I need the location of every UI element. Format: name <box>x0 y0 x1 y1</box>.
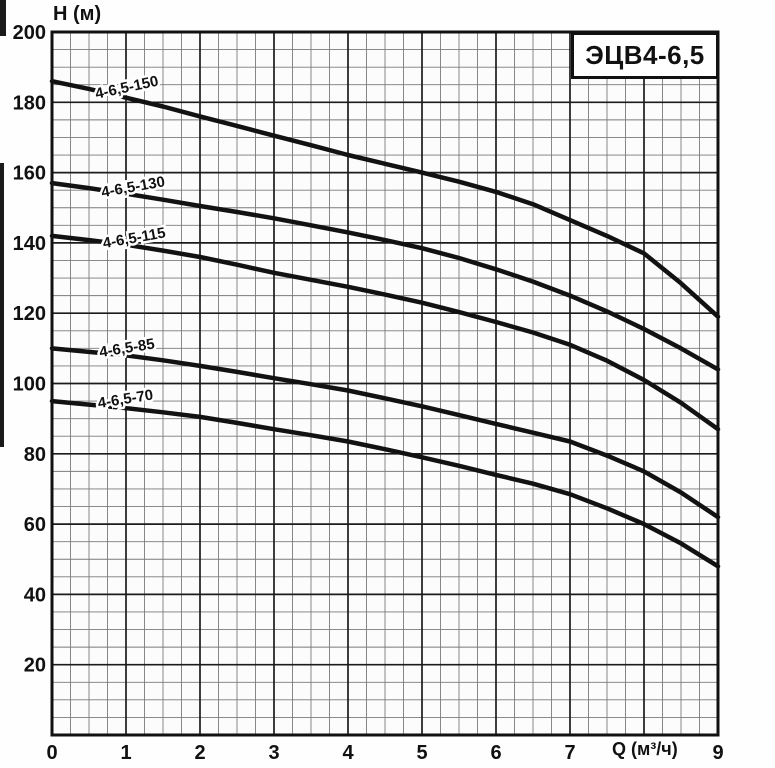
y-tick-label-140: 140 <box>13 233 46 255</box>
y-tick-label-60: 60 <box>24 514 46 536</box>
x-tick-label-6: 6 <box>490 742 501 764</box>
x-tick-label-2: 2 <box>194 742 205 764</box>
y-tick-label-100: 100 <box>13 374 46 396</box>
y-tick-label-40: 40 <box>24 584 46 606</box>
x-tick-label-0: 0 <box>46 742 57 764</box>
pump-model-label: ЭЦВ4-6,5 <box>585 40 705 70</box>
x-tick-label-9: 9 <box>712 742 723 764</box>
y-tick-label-180: 180 <box>13 92 46 114</box>
x-tick-label-7: 7 <box>564 742 575 764</box>
y-tick-label-80: 80 <box>24 444 46 466</box>
curve-4-6,5-150 <box>49 78 721 319</box>
pump-model-badge: ЭЦВ4-6,5 <box>571 32 719 79</box>
plot-frame <box>50 30 720 737</box>
curve-4-6,5-115 <box>49 233 721 432</box>
x-tick-label-1: 1 <box>120 742 131 764</box>
curve-4-6,5-130 <box>49 180 721 372</box>
y-tick-label-120: 120 <box>13 303 46 325</box>
curve-group <box>49 78 721 569</box>
y-tick-label-200: 200 <box>13 22 46 44</box>
curve-4-6,5-85 <box>49 346 721 520</box>
major-grid <box>52 32 718 735</box>
x-tick-label-3: 3 <box>268 742 279 764</box>
x-axis-title: Q (м³/ч) <box>612 739 678 759</box>
y-axis-title: H (м) <box>53 3 102 25</box>
curve-4-6,5-70 <box>49 398 721 569</box>
y-tick-label-20: 20 <box>24 655 46 677</box>
y-tick-label-160: 160 <box>13 163 46 185</box>
x-tick-label-5: 5 <box>416 742 427 764</box>
scan-artifact <box>0 0 6 36</box>
scan-artifact <box>0 163 4 447</box>
x-tick-label-4: 4 <box>342 742 354 764</box>
